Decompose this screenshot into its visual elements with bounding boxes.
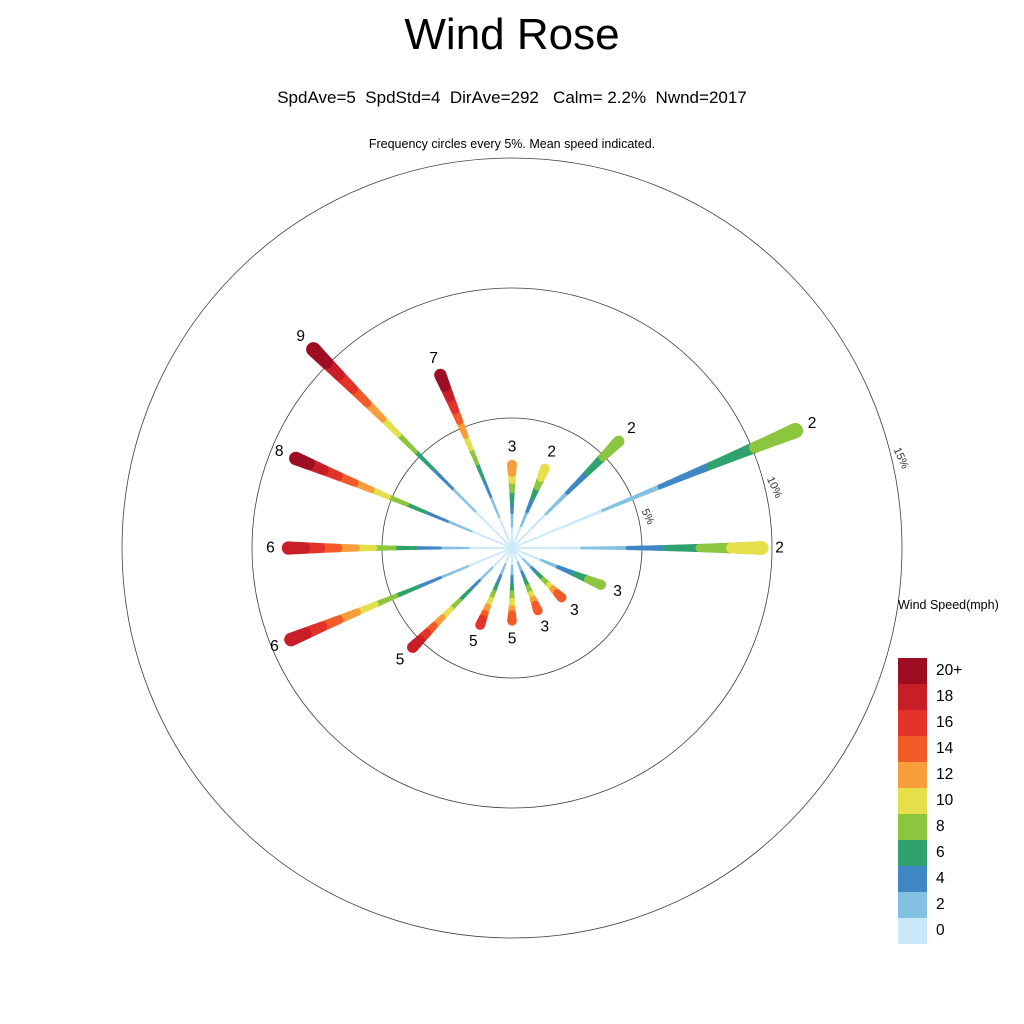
legend-row-16: 16 xyxy=(898,710,1024,736)
mean-speed-label-NE: 2 xyxy=(627,420,636,437)
ring-10pct xyxy=(251,287,773,809)
ray-ENE xyxy=(510,423,804,550)
page-title: Wind Rose xyxy=(404,10,620,59)
legend-swatch-12 xyxy=(898,762,927,788)
ray-E xyxy=(510,541,769,555)
ray-S xyxy=(507,546,517,626)
ray-SSE xyxy=(510,546,543,616)
legend-swatch-4 xyxy=(898,866,927,892)
ring-label-5%: 5% xyxy=(639,507,657,527)
legend-row-12: 12 xyxy=(898,762,1024,788)
ray-NNW xyxy=(434,368,514,550)
mean-speed-label-W: 6 xyxy=(266,540,275,557)
ray-W xyxy=(281,541,514,555)
legend-bin-label: 18 xyxy=(936,688,954,705)
legend-swatch-16 xyxy=(898,710,927,736)
mean-speed-label-SW: 5 xyxy=(396,652,405,669)
legend-bin-label: 8 xyxy=(936,818,945,835)
ray-NW xyxy=(306,342,514,550)
stats-line: SpdAve=5 SpdStd=4 DirAve=292 Calm= 2.2% … xyxy=(277,88,747,107)
legend-title: Wind Speed(mph) xyxy=(898,598,999,612)
ray-WSW xyxy=(284,546,514,647)
mean-speed-label-N: 3 xyxy=(508,438,517,455)
legend-row-14: 14 xyxy=(898,736,1024,762)
legend-bin-label: 2 xyxy=(936,896,945,913)
legend-row-20+: 20+ xyxy=(898,658,1024,684)
mean-speed-label-ESE: 3 xyxy=(613,583,622,600)
legend-bin-label: 6 xyxy=(936,844,945,861)
mean-speed-label-NW: 9 xyxy=(296,328,305,345)
legend-items: 20+ 18 16 14 12 10 8 6 4 2 0 xyxy=(898,658,1024,944)
legend-swatch-10 xyxy=(898,788,927,814)
legend-swatch-20+ xyxy=(898,658,927,684)
ring-15pct xyxy=(121,157,903,939)
mean-speed-label-SSE: 3 xyxy=(540,619,549,636)
mean-speed-label-WSW: 6 xyxy=(270,638,279,655)
legend-bin-label: 4 xyxy=(936,870,945,887)
legend-row-18: 18 xyxy=(898,684,1024,710)
mean-speed-label-ENE: 2 xyxy=(808,415,817,432)
ray-SW xyxy=(407,546,514,653)
legend-row-4: 4 xyxy=(898,866,1024,892)
mean-speed-label-NNW: 7 xyxy=(429,350,438,367)
legend-bin-label: 10 xyxy=(936,792,954,809)
mean-speed-label-S: 5 xyxy=(508,630,517,647)
mean-speed-label-WNW: 8 xyxy=(275,443,284,460)
ray-NE xyxy=(510,435,625,550)
mean-speed-label-E: 2 xyxy=(775,540,784,557)
legend-row-8: 8 xyxy=(898,814,1024,840)
legend-swatch-8 xyxy=(898,814,927,840)
legend-swatch-2 xyxy=(898,892,927,918)
legend-swatch-6 xyxy=(898,840,927,866)
legend-row-6: 6 xyxy=(898,840,1024,866)
legend-swatch-0 xyxy=(898,918,927,944)
legend-bin-label: 12 xyxy=(936,766,954,783)
legend-row-0: 0 xyxy=(898,918,1024,944)
legend-bin-label: 14 xyxy=(936,740,954,757)
ray-NNE xyxy=(510,463,550,550)
ray-SSW xyxy=(475,546,514,630)
legend-swatch-14 xyxy=(898,736,927,762)
legend-bin-label: 16 xyxy=(936,714,954,731)
legend-row-2: 2 xyxy=(898,892,1024,918)
legend-row-10: 10 xyxy=(898,788,1024,814)
frequency-note: Frequency circles every 5%. Mean speed i… xyxy=(368,137,656,151)
ray-N xyxy=(507,459,517,550)
legend-bin-label: 0 xyxy=(936,922,945,939)
ray-SE xyxy=(510,546,567,603)
mean-speed-label-NNE: 2 xyxy=(547,444,556,461)
legend-swatch-18 xyxy=(898,684,927,710)
mean-speed-label-SSW: 5 xyxy=(469,633,478,650)
mean-speed-label-SE: 3 xyxy=(570,602,579,619)
legend-bin-label: 20+ xyxy=(936,662,963,679)
wind-speed-legend: Wind Speed(mph) 20+ 18 16 14 12 10 8 6 4 2 0 xyxy=(898,598,1024,944)
ray-WNW xyxy=(289,451,514,550)
